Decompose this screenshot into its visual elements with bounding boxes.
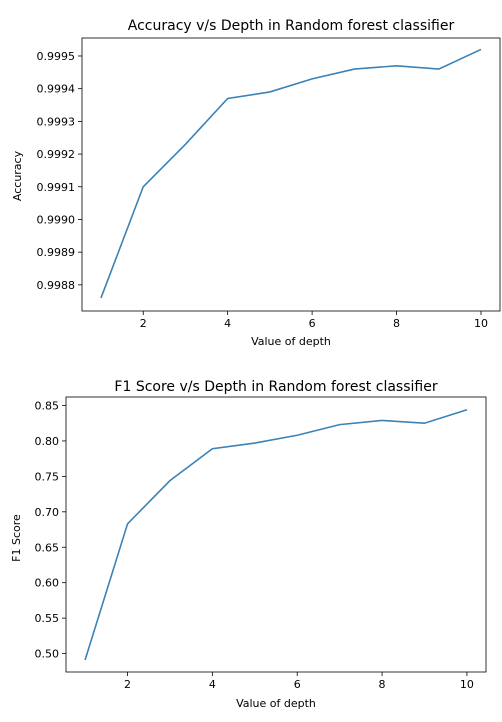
x-tick-label: 2	[124, 678, 131, 691]
f1-score-chart: F1 Score v/s Depth in Random forest clas…	[10, 379, 487, 710]
y-tick-label: 0.60	[35, 577, 60, 590]
chart-title: Accuracy v/s Depth in Random forest clas…	[128, 18, 455, 34]
series-line	[100, 48, 482, 299]
y-axis-label-group: F1 Score	[10, 514, 23, 562]
y-tick-label: 0.9994	[37, 83, 76, 96]
y-tick-label: 0.65	[35, 541, 60, 554]
y-tick-label: 0.85	[35, 400, 60, 413]
x-axis-label: Value of depth	[251, 335, 331, 348]
y-tick-label: 0.9992	[37, 148, 76, 161]
y-tick-label: 0.9993	[37, 115, 76, 128]
x-tick-label: 10	[460, 678, 474, 691]
y-tick-label: 0.50	[35, 648, 60, 661]
plot-frame	[81, 37, 501, 312]
x-tick-label: 8	[393, 317, 400, 330]
x-tick-label: 2	[140, 317, 147, 330]
x-ticks: 2 4 6 8 10	[124, 672, 474, 691]
y-tick-label: 0.9990	[37, 213, 76, 226]
x-ticks: 2 4 6 8 10	[140, 311, 488, 330]
x-tick-label: 10	[474, 317, 488, 330]
x-axis-label: Value of depth	[236, 697, 316, 710]
y-tick-label: 0.70	[35, 506, 60, 519]
y-tick-label: 0.9991	[37, 181, 76, 194]
y-tick-label: 0.9988	[37, 279, 76, 292]
y-ticks: 0.50 0.55 0.60 0.65 0.70 0.75 0.80 0.85	[35, 400, 66, 661]
y-tick-label: 0.9989	[37, 246, 76, 259]
x-tick-label: 8	[379, 678, 386, 691]
y-axis-label-group: Accuracy	[11, 150, 24, 201]
y-axis-label: F1 Score	[10, 514, 23, 562]
plot-frame	[65, 396, 487, 673]
x-tick-label: 6	[294, 678, 301, 691]
y-tick-label: 0.75	[35, 470, 60, 483]
x-tick-label: 6	[309, 317, 316, 330]
chart-title: F1 Score v/s Depth in Random forest clas…	[114, 379, 437, 395]
x-tick-label: 4	[224, 317, 231, 330]
series-line	[84, 408, 468, 661]
x-tick-label: 4	[209, 678, 216, 691]
y-tick-label: 0.55	[35, 612, 60, 625]
y-tick-label: 0.9995	[37, 50, 76, 63]
y-axis-label: Accuracy	[11, 150, 24, 201]
y-ticks: 0.9988 0.9989 0.9990 0.9991 0.9992 0.9993 0.99…	[37, 50, 82, 292]
accuracy-chart: Accuracy v/s Depth in Random forest clas…	[11, 18, 501, 348]
y-tick-label: 0.80	[35, 435, 60, 448]
